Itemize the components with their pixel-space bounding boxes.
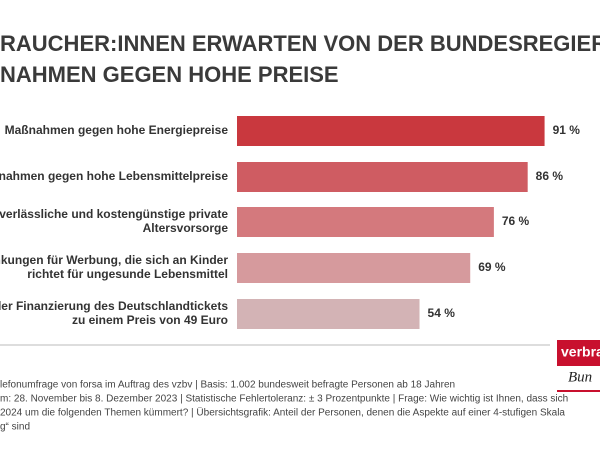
category-label: aßnahmen gegen hohe Lebensmittelpreise [0, 169, 228, 183]
category-label: zu einem Preis von 49 Euro [72, 313, 228, 327]
logo-text: Bun [568, 369, 592, 385]
logo-box [557, 340, 600, 366]
logo-text: verbra [561, 344, 600, 360]
bar [237, 253, 471, 283]
bar [237, 207, 494, 237]
chart-title: NAHMEN GEGEN HOHE PREISE [0, 62, 339, 87]
value-label: 91 % [553, 123, 581, 137]
value-label: 86 % [536, 169, 564, 183]
category-label: ränkungen für Werbung, die sich an Kinde… [0, 253, 228, 267]
value-label: 76 % [502, 214, 530, 228]
chart-title: RAUCHER:INNEN ERWARTEN VON DER BUNDESREG… [0, 31, 600, 56]
category-label: Maßnahmen gegen hohe Energiepreise [5, 123, 229, 137]
bar [237, 299, 420, 329]
value-label: 69 % [478, 260, 506, 274]
value-label: 54 % [428, 306, 456, 320]
footnote: lefonumfrage von forsa im Auftrag des vz… [0, 380, 455, 391]
category-label: richtet für ungesunde Lebensmittel [27, 267, 228, 281]
category-label: ne verlässliche und kostengünstige priva… [0, 207, 228, 221]
bar [237, 116, 545, 146]
footnote: m: 28. November bis 8. Dezember 2023 | S… [0, 394, 568, 405]
bar [237, 162, 528, 192]
category-label: g der Finanzierung des Deutschlandticket… [0, 299, 228, 313]
footnote: g“ sind [0, 422, 30, 433]
category-label: Altersvorsorge [143, 221, 229, 235]
footnote: 2024 um die folgenden Themen kümmert? | … [0, 407, 565, 419]
